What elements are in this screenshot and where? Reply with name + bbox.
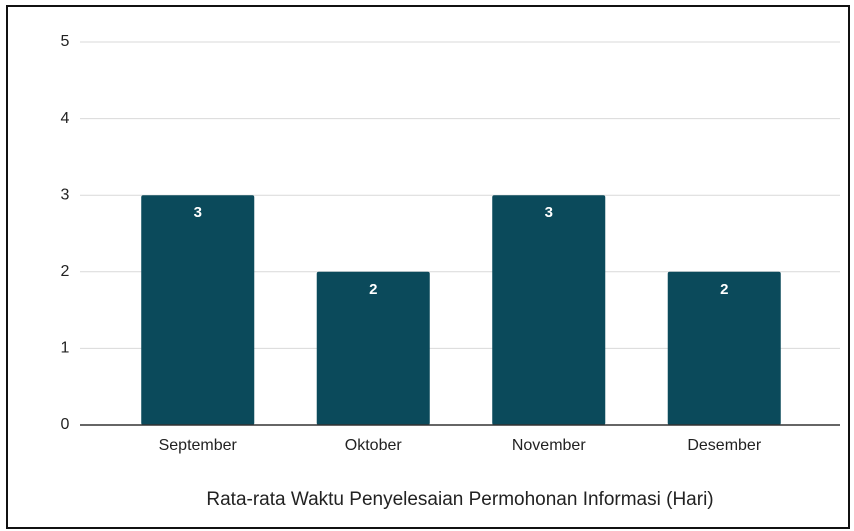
y-tick-label: 4 bbox=[61, 110, 70, 127]
y-tick-label: 0 bbox=[61, 416, 70, 433]
x-tick-label: Desember bbox=[687, 437, 761, 454]
bar bbox=[492, 195, 606, 425]
data-label: 2 bbox=[369, 281, 377, 298]
y-tick-label: 1 bbox=[61, 340, 70, 357]
x-tick-label: September bbox=[159, 437, 238, 454]
data-label: 3 bbox=[194, 204, 202, 221]
y-tick-label: 3 bbox=[61, 186, 70, 203]
data-label: 3 bbox=[545, 204, 553, 221]
x-axis-title: Rata-rata Waktu Penyelesaian Permohonan … bbox=[206, 489, 713, 510]
bar bbox=[141, 195, 255, 425]
x-tick-label: November bbox=[512, 437, 586, 454]
data-label: 2 bbox=[720, 281, 728, 298]
x-tick-label: Oktober bbox=[345, 437, 403, 454]
bar bbox=[316, 271, 430, 425]
y-tick-label: 5 bbox=[61, 33, 70, 50]
y-tick-label: 2 bbox=[61, 263, 70, 280]
bar bbox=[667, 271, 781, 425]
